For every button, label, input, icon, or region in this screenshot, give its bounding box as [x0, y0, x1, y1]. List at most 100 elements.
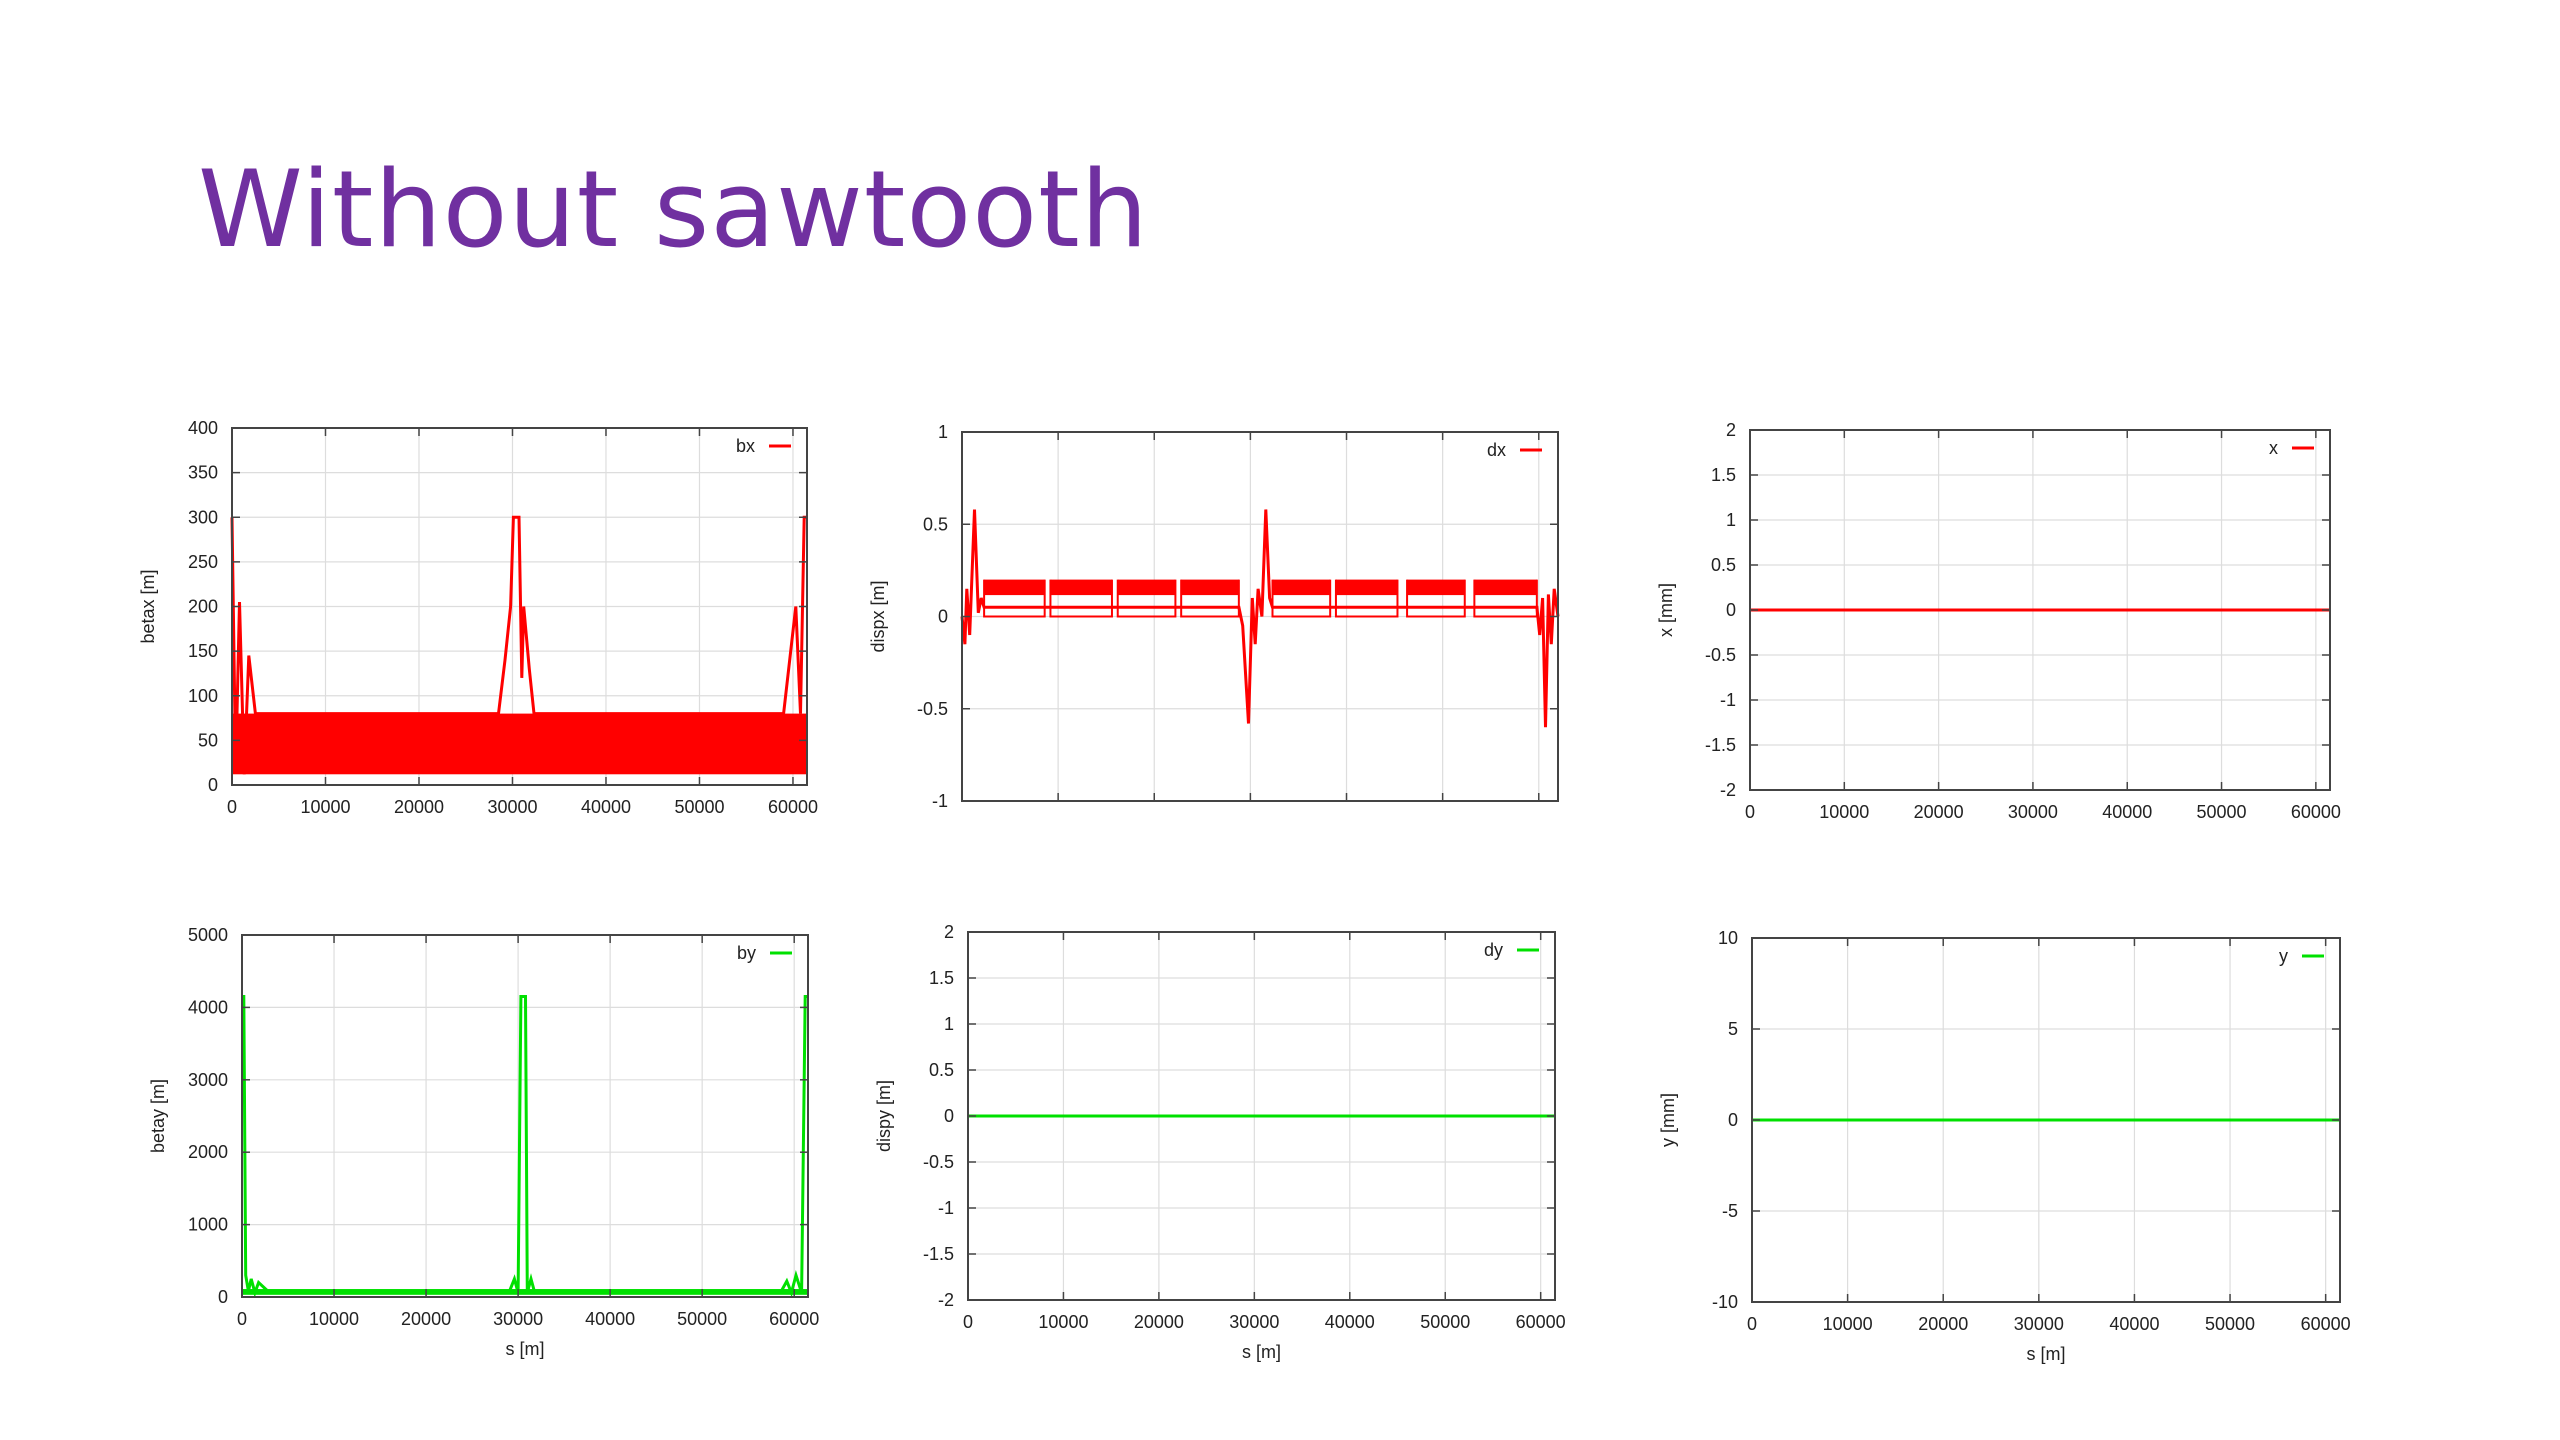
series-band: [242, 1289, 808, 1295]
series-segment-outline: [1180, 579, 1240, 618]
chart-x: 0 10000 20000 30000 40000 50000 60000 -2 -1.5 -1 -…: [1656, 420, 2341, 822]
legend-label: dy: [1484, 940, 1503, 960]
y-tick-label: 2: [944, 922, 954, 942]
y-tick-label: -2: [938, 1290, 954, 1310]
x-tick-label: 40000: [2109, 1314, 2159, 1334]
x-tick-label: 10000: [300, 797, 350, 817]
x-tick-label: 10000: [1038, 1312, 1088, 1332]
y-tick-label: 300: [188, 507, 218, 527]
x-tick-label: 60000: [2291, 802, 2341, 822]
series-line-dx: [960, 509, 1560, 728]
x-tick-label: 0: [1745, 802, 1755, 822]
chart-dy: 0 10000 20000 30000 40000 50000 60000 -2 -1.5 -1 -…: [874, 922, 1566, 1362]
y-tick-label: 0: [1726, 600, 1736, 620]
series-segment: [1181, 579, 1239, 596]
series-line-bx: [230, 515, 807, 775]
x-tick-label: 30000: [493, 1309, 543, 1329]
chart-y: 0 10000 20000 30000 40000 50000 60000 -10 -5 0 5 10…: [1658, 928, 2351, 1364]
y-tick-label: 350: [188, 463, 218, 483]
x-tick-label: 0: [227, 797, 237, 817]
y-tick-label: 2: [1726, 420, 1736, 440]
series-segment: [1474, 579, 1537, 596]
y-tick-label: 0: [938, 607, 948, 627]
x-tick-label: 0: [963, 1312, 973, 1332]
series-line-by: [242, 995, 808, 1298]
x-tick-label: 30000: [1229, 1312, 1279, 1332]
y-tick-label: -5: [1722, 1201, 1738, 1221]
y-tick-label: 1: [944, 1014, 954, 1034]
x-tick-label: 50000: [677, 1309, 727, 1329]
x-tick-label: 20000: [1914, 802, 1964, 822]
series-band: [232, 713, 807, 775]
y-tick-label: 5: [1728, 1019, 1738, 1039]
y-tick-label: 0: [208, 775, 218, 795]
y-tick-label: 1000: [188, 1215, 228, 1235]
x-tick-label: 30000: [2014, 1314, 2064, 1334]
y-tick-label: 1.5: [1711, 465, 1736, 485]
y-axis-label: dispy [m]: [874, 1080, 894, 1152]
x-tick-label: 50000: [2205, 1314, 2255, 1334]
x-tick-label: 0: [237, 1309, 247, 1329]
x-tick-label: 40000: [585, 1309, 635, 1329]
y-tick-label: -10: [1712, 1292, 1738, 1312]
x-tick-label: 40000: [1325, 1312, 1375, 1332]
y-axis-label: y [mm]: [1658, 1093, 1678, 1147]
y-tick-label: -0.5: [1705, 645, 1736, 665]
x-axis-label: s [m]: [1242, 1342, 1281, 1362]
y-tick-label: 1: [938, 422, 948, 442]
series-segment-outline: [1049, 579, 1113, 618]
series-segment-outline: [1473, 579, 1538, 618]
series-segment: [984, 579, 1045, 596]
series-segment: [1272, 579, 1331, 596]
y-tick-label: 0: [1728, 1110, 1738, 1130]
x-tick-label: 20000: [1134, 1312, 1184, 1332]
x-tick-label: 50000: [2197, 802, 2247, 822]
y-axis-label: x [mm]: [1656, 583, 1676, 637]
x-tick-label: 20000: [1918, 1314, 1968, 1334]
x-tick-label: 30000: [487, 797, 537, 817]
x-tick-label: 10000: [1823, 1314, 1873, 1334]
y-tick-label: 100: [188, 686, 218, 706]
y-tick-label: 50: [198, 730, 218, 750]
y-tick-label: -0.5: [923, 1152, 954, 1172]
legend-label: bx: [736, 436, 755, 456]
x-tick-label: 50000: [674, 797, 724, 817]
y-tick-label: 0.5: [929, 1060, 954, 1080]
y-tick-label: 1.5: [929, 968, 954, 988]
chart-bx: 0 10000 20000 30000 40000 50000 60000 0 50 100 150…: [138, 418, 818, 817]
plot-frame: [241, 934, 809, 1298]
x-tick-label: 60000: [1516, 1312, 1566, 1332]
x-tick-label: 40000: [581, 797, 631, 817]
y-tick-label: 5000: [188, 925, 228, 945]
slide-title: Without sawtooth: [198, 148, 1149, 271]
series-segment-outline: [1406, 579, 1466, 618]
y-tick-label: -1: [938, 1198, 954, 1218]
series-segment: [1335, 579, 1398, 596]
y-axis-label: betay [m]: [148, 1079, 168, 1153]
x-tick-label: 20000: [401, 1309, 451, 1329]
y-tick-label: 150: [188, 641, 218, 661]
series-segment-outline: [1271, 579, 1332, 618]
y-tick-label: -2: [1720, 780, 1736, 800]
series-segment: [1407, 579, 1465, 596]
legend-label: x: [2269, 438, 2278, 458]
x-tick-label: 0: [1747, 1314, 1757, 1334]
series-segment-outline: [1116, 579, 1177, 618]
y-tick-label: 4000: [188, 997, 228, 1017]
y-tick-label: 2000: [188, 1142, 228, 1162]
y-axis-label: dispx [m]: [868, 580, 888, 652]
y-tick-label: 400: [188, 418, 218, 438]
chart-dx: -1 -0.5 0 0.5 1 dispx [m] dx: [868, 422, 1560, 811]
chart-by: 0 10000 20000 30000 40000 50000 60000 0 1000 2000…: [148, 925, 819, 1359]
x-tick-label: 30000: [2008, 802, 2058, 822]
y-tick-label: -1.5: [1705, 735, 1736, 755]
y-tick-label: 10: [1718, 928, 1738, 948]
x-tick-label: 10000: [309, 1309, 359, 1329]
y-tick-label: 0.5: [1711, 555, 1736, 575]
y-axis-label: betax [m]: [138, 569, 158, 643]
legend-label: dx: [1487, 440, 1506, 460]
y-tick-label: -0.5: [917, 699, 948, 719]
y-tick-label: 200: [188, 597, 218, 617]
x-tick-label: 20000: [394, 797, 444, 817]
